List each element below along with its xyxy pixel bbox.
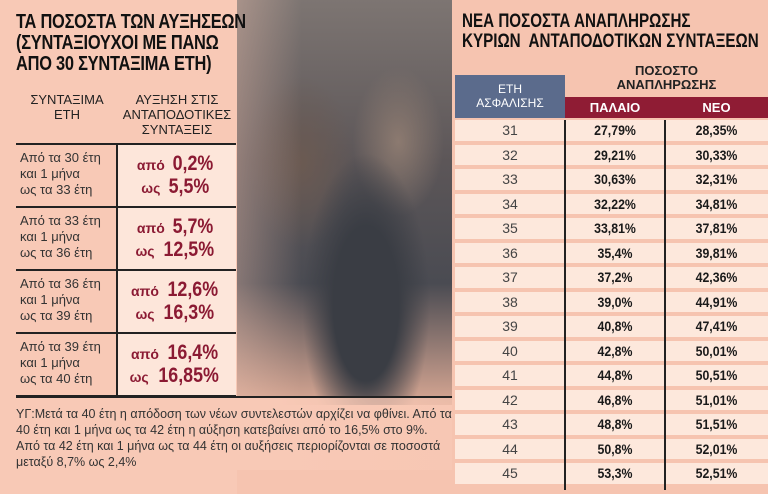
years-range: Από τα 30 έτη και 1 μήνα ως τα 33 έτη	[16, 145, 118, 206]
new-rate: 52,01%	[695, 440, 738, 457]
old-rate: 42,8%	[597, 342, 633, 359]
table-row: 40 42,8% 50,01%	[455, 340, 768, 365]
header-new: ΝΕΟ	[702, 100, 731, 115]
new-rate: 39,81%	[695, 244, 738, 261]
table-row: 32 29,21% 30,33%	[455, 144, 768, 169]
new-rate: 50,01%	[695, 342, 738, 359]
new-rate: 51,51%	[695, 416, 738, 433]
table-row: 42 46,8% 51,01%	[455, 389, 768, 414]
old-rate: 53,3%	[597, 465, 633, 482]
old-rate: 48,8%	[597, 416, 633, 433]
footnote: ΥΓ:Μετά τα 40 έτη η απόδοση των νέων συν…	[16, 396, 452, 470]
increase-range: από 16,4% ως 16,85%	[118, 334, 236, 395]
insurance-years: 34	[502, 195, 518, 212]
table-row: 33 30,63% 32,31%	[455, 169, 768, 194]
old-rate: 29,21%	[594, 146, 636, 163]
table-row: Από τα 39 έτη και 1 μήνα ως τα 40 έτη από 1…	[16, 334, 236, 397]
table-row: 31 27,79% 28,35%	[455, 120, 768, 145]
header-old-new: ΠΑΛΑΙΟ ΝΕΟ	[565, 97, 768, 118]
table-row: 35 33,81% 37,81%	[455, 218, 768, 243]
new-rate: 32,31%	[695, 171, 738, 188]
insurance-years: 35	[502, 220, 518, 237]
col-header-years: ΣΥΝΤΑΞΙΜΑ ΕΤΗ	[30, 92, 104, 122]
replacement-rate-table: 31 27,79% 28,35% 32 29,21% 30,33% 33 30,63% 32,3…	[455, 120, 768, 488]
insurance-years: 43	[502, 416, 518, 433]
insurance-years: 40	[502, 342, 518, 359]
table-row: Από τα 30 έτη και 1 μήνα ως τα 33 έτη από 0…	[16, 145, 236, 208]
years-range: Από τα 39 έτη και 1 μήνα ως τα 40 έτη	[16, 334, 118, 395]
table-row: Από τα 36 έτη και 1 μήνα ως τα 39 έτη από 1…	[16, 271, 236, 334]
right-title: ΝΕΑ ΠΟΣΟΣΤΑ ΑΝΑΠΛΗΡΩΣΗΣ ΚΥΡΙΩΝ ΑΝΤΑΠΟΔΟΤ…	[462, 11, 759, 52]
insurance-years: 36	[502, 244, 518, 261]
new-rate: 50,51%	[695, 367, 738, 384]
new-rate: 37,81%	[695, 220, 738, 237]
header-old: ΠΑΛΑΙΟ	[589, 100, 641, 115]
table-row: 39 40,8% 47,41%	[455, 316, 768, 341]
header-replacement-rate: ΠΟΣΟΣΤΟ ΑΝΑΠΛΗΡΩΣΗΣ	[616, 63, 717, 92]
increase-table: Από τα 30 έτη και 1 μήνα ως τα 33 έτη από 0…	[16, 143, 236, 397]
insurance-years: 41	[502, 367, 518, 384]
insurance-years: 31	[502, 122, 518, 139]
table-row: Από τα 33 έτη και 1 μήνα ως τα 36 έτη από 5…	[16, 208, 236, 271]
old-rate: 35,4%	[597, 244, 633, 261]
new-rate: 52,51%	[695, 465, 738, 482]
insurance-years: 37	[502, 269, 518, 286]
increase-range: από 0,2% ως 5,5%	[118, 145, 236, 206]
table-row: 44 50,8% 52,01%	[455, 438, 768, 463]
divider	[664, 120, 666, 490]
new-rate: 34,81%	[695, 195, 738, 212]
old-rate: 37,2%	[597, 269, 633, 286]
insurance-years: 39	[502, 318, 518, 335]
old-rate: 33,81%	[594, 220, 636, 237]
old-rate: 39,0%	[597, 293, 633, 310]
old-rate: 44,8%	[597, 367, 633, 384]
table-row: 37 37,2% 42,36%	[455, 267, 768, 292]
old-rate: 50,8%	[597, 440, 633, 457]
divider	[564, 120, 566, 490]
increase-range: από 12,6% ως 16,3%	[118, 271, 236, 332]
insurance-years: 32	[502, 146, 518, 163]
left-title: ΤΑ ΠΟΣΟΣΤΑ ΤΩΝ ΑΥΞΗΣΕΩΝ (ΣΥΝΤΑΞΙΟΥΧΟΙ ΜΕ…	[16, 11, 246, 75]
new-rate: 28,35%	[695, 122, 738, 139]
new-rate: 30,33%	[695, 146, 738, 163]
insurance-years: 33	[502, 171, 518, 188]
old-rate: 30,63%	[594, 171, 636, 188]
old-rate: 40,8%	[597, 318, 633, 335]
crowd-photo	[237, 0, 452, 405]
table-row: 36 35,4% 39,81%	[455, 242, 768, 267]
new-rate: 51,01%	[695, 391, 738, 408]
years-range: Από τα 36 έτη και 1 μήνα ως τα 39 έτη	[16, 271, 118, 332]
old-rate: 46,8%	[597, 391, 633, 408]
old-rate: 32,22%	[594, 195, 636, 212]
increase-range: από 5,7% ως 12,5%	[118, 208, 236, 269]
table-row: 34 32,22% 34,81%	[455, 193, 768, 218]
old-rate: 27,79%	[594, 122, 636, 139]
table-row: 41 44,8% 50,51%	[455, 365, 768, 390]
insurance-years: 44	[502, 440, 518, 457]
table-row: 43 48,8% 51,51%	[455, 414, 768, 439]
new-rate: 42,36%	[695, 269, 738, 286]
table-row: 45 53,3% 52,51%	[455, 463, 768, 488]
table-row: 38 39,0% 44,91%	[455, 291, 768, 316]
years-range: Από τα 33 έτη και 1 μήνα ως τα 36 έτη	[16, 208, 118, 269]
new-rate: 47,41%	[695, 318, 738, 335]
insurance-years: 38	[502, 293, 518, 310]
new-rate: 44,91%	[695, 293, 738, 310]
insurance-years: 45	[502, 465, 518, 482]
insurance-years: 42	[502, 391, 518, 408]
col-header-increase: ΑΥΞΗΣΗ ΣΤΙΣ ΑΝΤΑΠΟΔΟΤΙΚΕΣ ΣΥΝΤΑΞΕΙΣ	[122, 92, 232, 137]
header-insurance-years: ΕΤΗ ΑΣΦΑΛΙΣΗΣ	[455, 75, 565, 118]
